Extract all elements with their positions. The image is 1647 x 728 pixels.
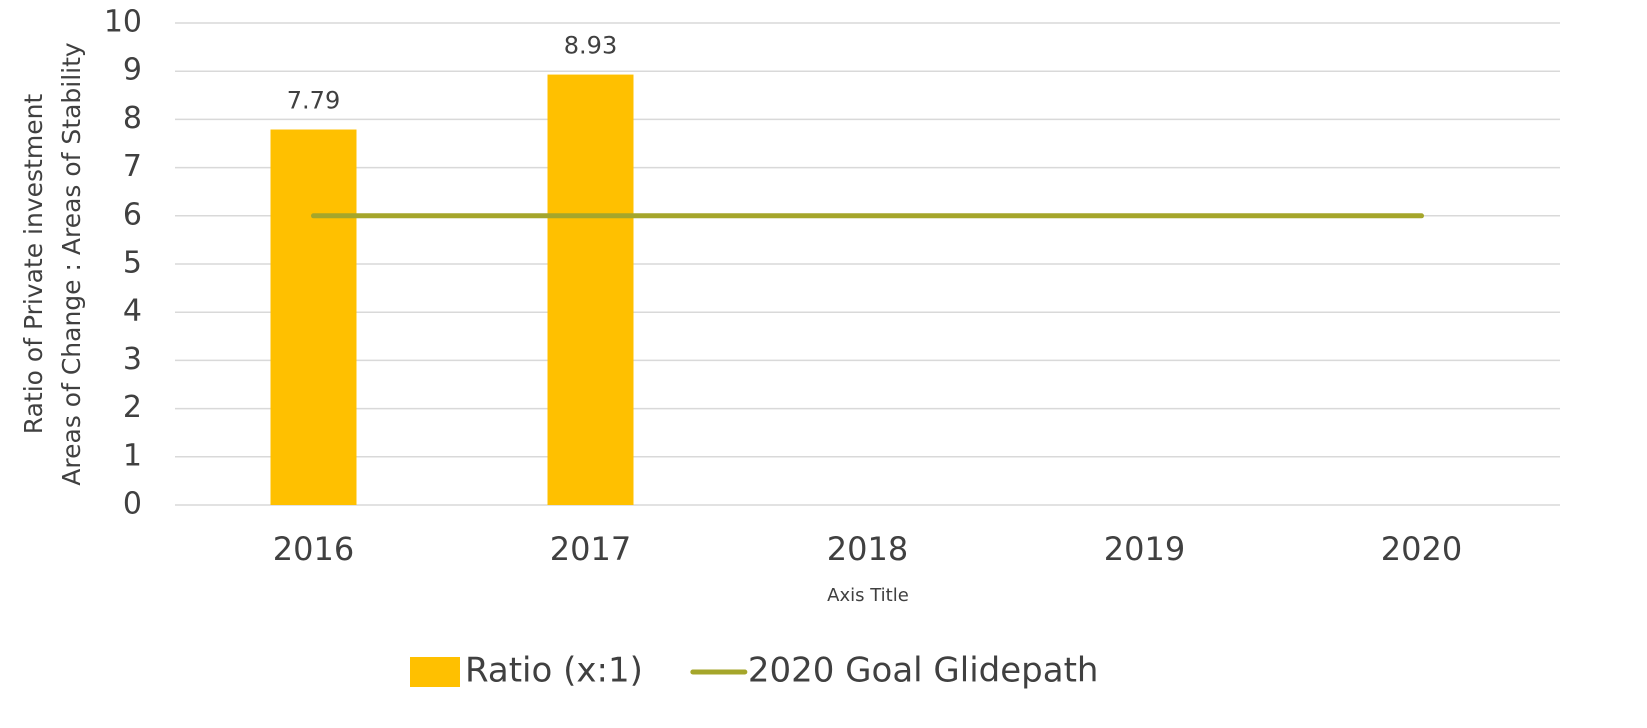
y-tick-label: 7 bbox=[123, 149, 142, 184]
y-tick-label: 9 bbox=[123, 53, 142, 88]
data-label: 7.79 bbox=[287, 87, 340, 115]
y-tick-label: 4 bbox=[123, 294, 142, 329]
y-tick-label: 3 bbox=[123, 342, 142, 377]
legend-label: 2020 Goal Glidepath bbox=[748, 651, 1099, 691]
y-tick-label: 5 bbox=[123, 246, 142, 281]
y-axis-label: Ratio of Private investment bbox=[19, 94, 48, 435]
legend-label: Ratio (x:1) bbox=[465, 651, 643, 691]
bar bbox=[547, 74, 634, 505]
y-tick-label: 8 bbox=[123, 101, 142, 136]
y-tick-label: 10 bbox=[104, 5, 142, 40]
y-tick-label: 6 bbox=[123, 197, 142, 232]
x-tick-label: 2020 bbox=[1381, 530, 1462, 568]
x-axis-label: Axis Title bbox=[827, 585, 909, 606]
y-axis-label: Areas of Change : Areas of Stability bbox=[57, 42, 86, 486]
y-tick-label: 1 bbox=[123, 438, 142, 473]
legend-swatch bbox=[410, 657, 460, 687]
data-label: 8.93 bbox=[564, 32, 617, 60]
bar bbox=[270, 129, 357, 505]
x-tick-label: 2017 bbox=[550, 530, 631, 568]
x-tick-label: 2016 bbox=[273, 530, 354, 568]
x-tick-label: 2018 bbox=[827, 530, 908, 568]
y-tick-label: 2 bbox=[123, 390, 142, 425]
y-tick-label: 0 bbox=[123, 487, 142, 522]
x-tick-label: 2019 bbox=[1104, 530, 1185, 568]
